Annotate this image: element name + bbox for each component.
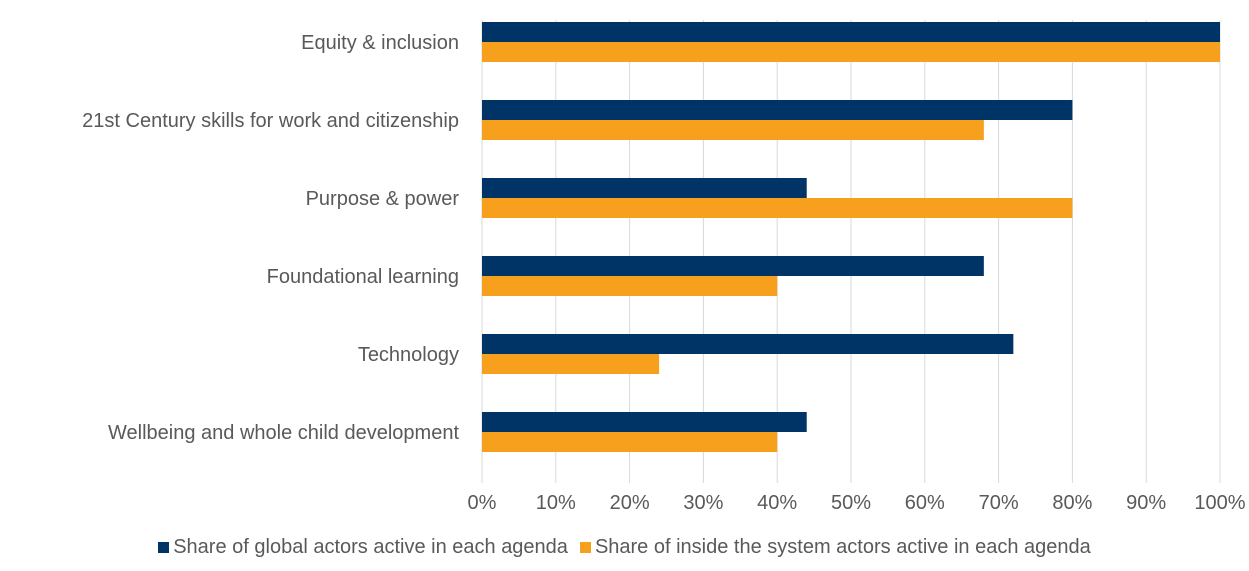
- bar-chart: Equity & inclusion 21st Century skills fo…: [82, 20, 1246, 514]
- bar-inside-system: [482, 276, 778, 296]
- x-axis-ticks: 0% 10% 20% 30% 40% 50% 60% 70% 80% 90% 100%: [468, 492, 1246, 514]
- category-label: Purpose & power: [306, 188, 460, 210]
- category-label: Equity & inclusion: [301, 32, 459, 54]
- category-label: Wellbeing and whole child development: [108, 422, 459, 444]
- legend-label-inside-system: Share of inside the system actors active…: [594, 535, 1091, 558]
- bar-inside-system: [482, 120, 984, 140]
- bar-global: [482, 178, 807, 198]
- x-tick-label: 50%: [831, 492, 871, 514]
- legend-item-global: Share of global actors active in each ag…: [158, 536, 568, 559]
- x-tick-label: 70%: [979, 492, 1019, 514]
- bar-inside-system: [482, 354, 660, 374]
- x-tick-label: 20%: [610, 492, 650, 514]
- bar-global: [482, 22, 1220, 42]
- bar-inside-system: [482, 198, 1073, 218]
- gridlines: [481, 20, 1221, 483]
- legend-item-inside-system: Share of inside the system actors active…: [579, 535, 1091, 559]
- bar-global: [482, 100, 1073, 120]
- bars: [482, 22, 1220, 452]
- bar-inside-system: [482, 42, 1220, 62]
- legend: Share of global actors active in each ag…: [0, 532, 1249, 562]
- x-tick-label: 30%: [683, 492, 723, 514]
- legend-swatch-global: [158, 541, 170, 553]
- bar-global: [482, 412, 807, 432]
- x-tick-label: 0%: [468, 492, 497, 514]
- x-tick-label: 80%: [1052, 492, 1092, 514]
- legend-swatch-inside-system: [579, 541, 591, 553]
- bar-global: [482, 334, 1014, 354]
- category-label: Foundational learning: [267, 266, 459, 288]
- legend-label-global: Share of global actors active in each ag…: [173, 535, 568, 558]
- category-label: 21st Century skills for work and citizen…: [82, 110, 459, 132]
- x-tick-label: 60%: [905, 492, 945, 514]
- bar-global: [482, 256, 984, 276]
- x-tick-label: 90%: [1126, 492, 1166, 514]
- category-labels: Equity & inclusion 21st Century skills fo…: [82, 32, 459, 444]
- x-tick-label: 10%: [536, 492, 576, 514]
- bar-inside-system: [482, 432, 778, 452]
- category-label: Technology: [358, 344, 459, 366]
- x-tick-label: 100%: [1194, 492, 1245, 514]
- x-tick-label: 40%: [757, 492, 797, 514]
